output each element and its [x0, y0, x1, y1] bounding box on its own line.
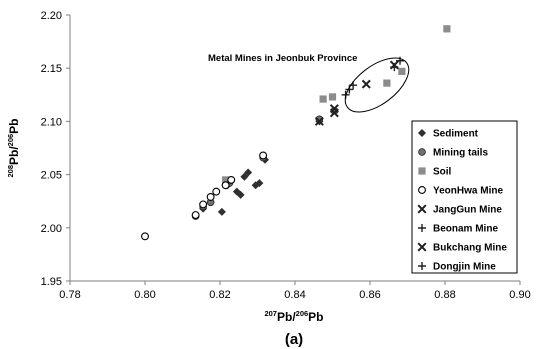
- yeonhwa-mine-point: [259, 151, 268, 160]
- soil-point: [443, 25, 451, 33]
- x-tick-label: 0.86: [359, 289, 380, 301]
- soil-point: [319, 95, 327, 103]
- x-tick-label: 0.84: [284, 289, 305, 301]
- y-tick-label: 2.10: [41, 116, 62, 128]
- mine-cluster-ellipse: [344, 57, 410, 113]
- legend-marker-dongjin-mine: [418, 262, 426, 270]
- y-tick-label: 1.95: [41, 276, 62, 288]
- legend-label-beonam-mine: Beonam Mine: [433, 224, 498, 235]
- y-axis-title: 208Pb/206Pb: [6, 118, 21, 177]
- legend-marker-sediment: [418, 129, 426, 137]
- x-tick-label: 0.90: [509, 289, 530, 301]
- x-title-part1: Pb/: [277, 310, 296, 324]
- yeonhwa-mine-point: [141, 232, 149, 241]
- legend-marker-beonam-mine: [418, 224, 426, 232]
- cluster-annotation: Metal Mines in Jeonbuk Province: [208, 53, 357, 64]
- legend-box: [411, 120, 518, 274]
- x-tick-label: 0.82: [209, 289, 230, 301]
- legend-label-janggun-mine: JangGun Mine: [433, 205, 502, 216]
- sediment-point: [236, 190, 245, 199]
- soil-point: [222, 176, 230, 184]
- yeonhwa-mine-point: [221, 181, 230, 190]
- legend-marker-soil: [418, 167, 426, 175]
- x-axis-title: 207Pb/206Pb: [264, 309, 323, 324]
- yeonhwa-mine-point: [191, 211, 200, 219]
- y-title-part2: Pb: [7, 118, 21, 133]
- yeonhwa-mine-point: [227, 175, 236, 184]
- y-title-part1: Pb/: [7, 146, 21, 165]
- legend-label-sediment: Sediment: [433, 129, 479, 140]
- bukchang-mine-point: [361, 79, 371, 89]
- legend-marker-bukchang-mine: [417, 242, 427, 252]
- dongjin-mine-point: [390, 63, 399, 72]
- soil-point: [383, 79, 391, 87]
- legend: Sediment Mining tails Soil YeonHwa Mine Jang…: [411, 120, 518, 274]
- y-axis-ticks: 1.95 2.00 2.05 2.10 2.15 2.20: [41, 10, 70, 288]
- legend-marker-janggun-mine: [417, 204, 427, 214]
- soil-point: [328, 93, 337, 101]
- legend-label-soil: Soil: [433, 167, 452, 178]
- y-tick-label: 2.05: [41, 170, 62, 182]
- yeonhwa-mine-point: [206, 192, 215, 201]
- x-tick-label: 0.80: [134, 289, 155, 301]
- y-title-sup2: 206: [6, 134, 15, 147]
- x-title-sup1: 207: [264, 309, 277, 318]
- sediment-point: [255, 179, 264, 188]
- y-tick-label: 2.15: [41, 63, 62, 75]
- y-title-sup1: 208: [6, 165, 15, 178]
- sediment-point: [217, 207, 226, 216]
- y-tick-label: 2.20: [41, 10, 62, 22]
- legend-label-yeonhwa-mine: YeonHwa Mine: [433, 186, 503, 197]
- legend-label-mining-tails: Mining tails: [433, 148, 488, 159]
- yeonhwa-mine-point: [199, 200, 208, 209]
- legend-marker-mining-tails: [418, 148, 426, 156]
- x-tick-label: 0.88: [434, 289, 455, 301]
- soil-point: [398, 67, 406, 75]
- x-axis-ticks: 0.78 0.80 0.82 0.84 0.86 0.88 0.90: [59, 281, 531, 301]
- x-title-part2: Pb: [308, 310, 323, 324]
- panel-label: (a): [285, 331, 303, 348]
- legend-marker-yeonhwa-mine: [418, 186, 426, 194]
- y-tick-label: 2.00: [41, 223, 62, 235]
- x-title-sup2: 206: [296, 309, 309, 318]
- sediment-point: [244, 168, 253, 177]
- data-points: [141, 25, 451, 241]
- janggun-mine-point: [314, 116, 324, 126]
- x-tick-label: 0.78: [59, 289, 80, 301]
- legend-label-dongjin-mine: Dongjin Mine: [433, 262, 496, 273]
- legend-label-bukchang-mine: Bukchang Mine: [433, 243, 507, 254]
- janggun-mine-point: [329, 104, 339, 114]
- sediment-point: [240, 172, 249, 181]
- yeonhwa-mine-point: [212, 187, 221, 196]
